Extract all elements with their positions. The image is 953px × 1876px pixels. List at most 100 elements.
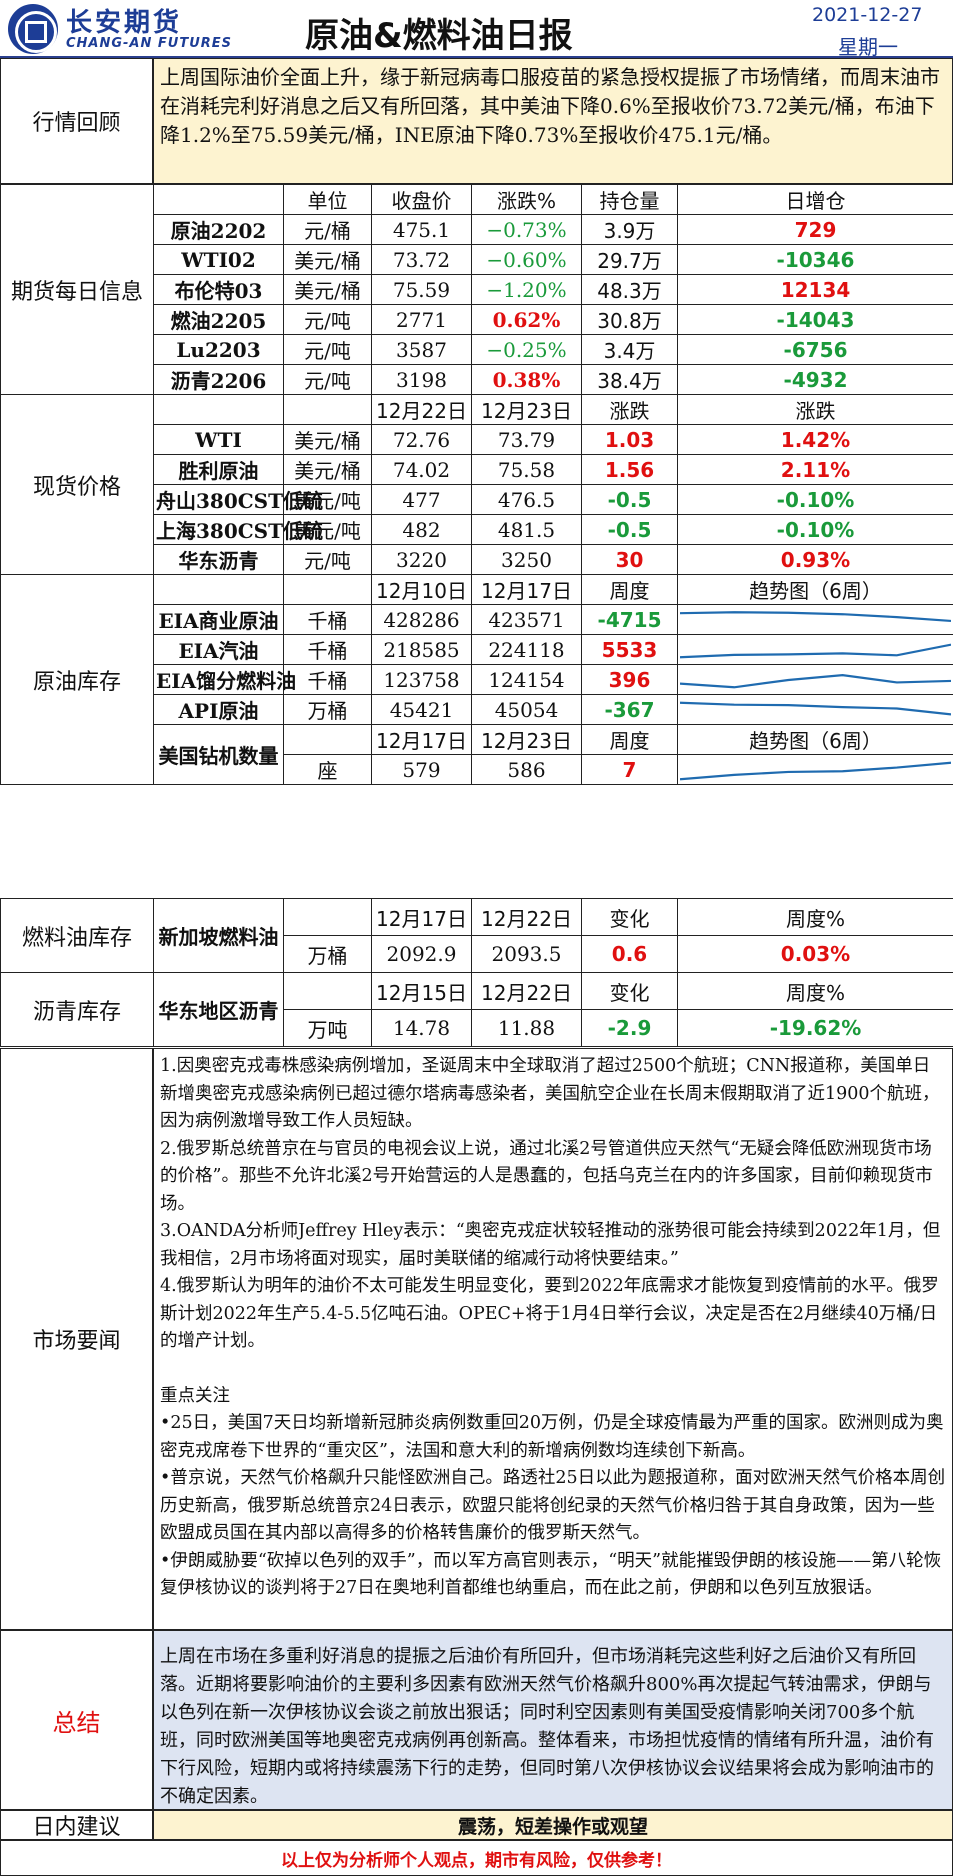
summary-label: 总结: [0, 1630, 153, 1810]
unit-cell: 美元/桶: [283, 274, 372, 305]
value-cell: 124154: [471, 664, 582, 695]
table-header-row: 期货每日信息 单位 收盘价 涨跌% 持仓量 日增仓: [0, 184, 953, 395]
trend-line: [680, 762, 951, 779]
header-cell: 日增仓: [677, 184, 953, 215]
focus-title: 重点关注: [160, 1385, 230, 1406]
trend-sparkline: [680, 666, 951, 694]
header-cell: 周度%: [677, 972, 953, 1010]
fuel-inventory-table: 燃料油库存 新加坡燃料油 12月17日 12月22日 变化 周度% 万桶 2092.9 2093…: [0, 898, 953, 973]
unit-cell: 千桶: [283, 604, 372, 635]
report-weekday: 星期一: [838, 35, 898, 59]
product-name: 舟山380CST低硫: [153, 484, 323, 515]
crude-inventory-table: 原油库存 12月10日 12月17日 周度 趋势图（6周） EIA商业原油 千桶 428286…: [0, 574, 953, 785]
change-pct-cell: -0.10%: [677, 484, 953, 515]
news-item: 2.俄罗斯总统普京在与官员的电视会议上说，通过北溪2号管道供应天然气“无疑会降低…: [160, 1138, 933, 1214]
unit-cell: 万吨: [283, 1009, 372, 1047]
price-cell: 72.76: [371, 424, 472, 455]
header-cell: 12月23日: [471, 394, 582, 425]
news-item: 4.俄罗斯认为明年的油价不太可能发生明显变化，要到2022年底需求才能恢复到疫情…: [160, 1276, 939, 1351]
company-logo-icon: [8, 4, 58, 54]
open-interest-cell: 38.4万: [581, 364, 678, 395]
news-item: 3.OANDA分析师Jeffrey Hley表示：“奥密克戎症状较轻推动的涨势很…: [160, 1221, 941, 1269]
value-cell: 218585: [371, 634, 472, 665]
table-header-row: 原油库存 12月10日 12月17日 周度 趋势图（6周）: [0, 574, 953, 785]
header-cell: 12月22日: [371, 394, 472, 425]
unit-cell: 千桶: [283, 664, 372, 695]
price-cell: 75.58: [471, 454, 582, 485]
spot-table: 现货价格 12月22日 12月23日 涨跌 涨跌 WTI 美元/桶 72.76 73.79 1.0…: [0, 394, 953, 575]
close-cell: 3198: [371, 364, 472, 395]
section-label: 燃料油库存: [0, 898, 154, 973]
header-cell: 周度%: [677, 898, 953, 936]
news-item: 1.因奥密克戎毒株感染病例增加，圣诞周末中全球取消了超过2500个航班；CNN报…: [160, 1056, 940, 1131]
close-cell: 3587: [371, 334, 472, 365]
value-cell: 123758: [371, 664, 472, 695]
header-cell: 12月17日: [371, 898, 472, 936]
change-cell: −0.73%: [471, 214, 582, 245]
brand-name-en: CHANG-AN FUTURES: [66, 36, 233, 51]
value-cell: 428286: [371, 604, 472, 635]
weekly-change-cell: -4715: [581, 604, 678, 635]
trend-cell: [677, 634, 953, 665]
value-cell: 586: [471, 754, 582, 785]
change-cell: 0.62%: [471, 304, 582, 335]
product-name: WTI: [153, 424, 284, 455]
header-cell: 涨跌: [677, 394, 953, 425]
change-pct-cell: -19.62%: [677, 1009, 953, 1047]
header-cell: 涨跌%: [471, 184, 582, 215]
change-cell: 0.38%: [471, 364, 582, 395]
price-cell: 3220: [371, 544, 472, 575]
value-cell: 2093.5: [471, 935, 582, 973]
section-label: 沥青库存: [0, 972, 154, 1047]
table-row: 舟山380CST低硫 美元/吨 477 476.5 -0.5 -0.10%: [1, 484, 953, 515]
inventory-name: API原油: [153, 694, 284, 725]
news-label: 市场要闻: [0, 1048, 153, 1630]
value-cell: 2092.9: [371, 935, 472, 973]
section-label: 现货价格: [0, 394, 154, 575]
unit-cell: 美元/桶: [283, 424, 372, 455]
unit-cell: 美元/桶: [283, 244, 372, 275]
summary-text: 上周在市场在多重利好消息的提振之后油价有所回升，但市场消耗完这些利好之后油价又有…: [153, 1630, 953, 1810]
change-cell: 1.03: [581, 424, 678, 455]
price-cell: 476.5: [471, 484, 582, 515]
price-cell: 74.02: [371, 454, 472, 485]
header-cell: 12月17日: [471, 574, 582, 605]
weekly-change-cell: -367: [581, 694, 678, 725]
trend-cell: [677, 664, 953, 695]
change-cell: 0.6: [581, 935, 678, 973]
open-interest-cell: 30.8万: [581, 304, 678, 335]
contract-name: Lu2203: [153, 334, 284, 365]
unit-cell: 元/吨: [283, 334, 372, 365]
header-cell: 12月22日: [471, 972, 582, 1010]
unit-cell: 座: [283, 754, 372, 785]
unit-cell: 元/桶: [283, 214, 372, 245]
change-cell: −0.25%: [471, 334, 582, 365]
focus-item: •25日，美国7天日均新增新冠肺炎病例数重回20万例，仍是全球疫情最为严重的国家…: [160, 1413, 944, 1461]
contract-name: 布伦特03: [153, 274, 284, 305]
change-pct-cell: -0.10%: [677, 514, 953, 545]
report-date: 2021-12-27: [812, 4, 923, 26]
price-cell: 3250: [471, 544, 582, 575]
unit-cell: 元/吨: [283, 304, 372, 335]
change-pct-cell: 1.42%: [677, 424, 953, 455]
asphalt-inventory-table: 沥青库存 华东地区沥青 12月15日 12月22日 变化 周度% 万吨 14.78 11.88-…: [0, 972, 953, 1047]
header-cell: 12月15日: [371, 972, 472, 1010]
futures-table: 期货每日信息 单位 收盘价 涨跌% 持仓量 日增仓 原油2202 元/桶 475.1 −0.73%…: [0, 184, 953, 395]
table-header-row: 燃料油库存 新加坡燃料油 12月17日 12月22日 变化 周度%: [0, 898, 953, 973]
unit-cell: 美元/桶: [283, 454, 372, 485]
header-cell: [153, 184, 284, 215]
oi-change-cell: -6756: [677, 334, 953, 365]
header-cell: 变化: [581, 972, 678, 1010]
change-pct-cell: 2.11%: [677, 454, 953, 485]
table-row: 座 579 586 7: [1, 754, 953, 785]
table-row: EIA汽油 千桶 218585 224118 5533: [1, 634, 953, 665]
unit-cell: 美元/吨: [283, 514, 372, 545]
table-row: WTI 美元/桶 72.76 73.79 1.03 1.42%: [1, 424, 953, 455]
trend-cell: [677, 754, 953, 785]
table-row: 燃油2205 元/吨 2771 0.62% 30.8万 -14043: [1, 304, 953, 335]
advice-text: 震荡，短差操作或观望: [153, 1810, 953, 1840]
open-interest-cell: 3.4万: [581, 334, 678, 365]
rig-count-name: 美国钻机数量: [153, 724, 284, 785]
unit-cell: 元/吨: [283, 364, 372, 395]
open-interest-cell: 48.3万: [581, 274, 678, 305]
